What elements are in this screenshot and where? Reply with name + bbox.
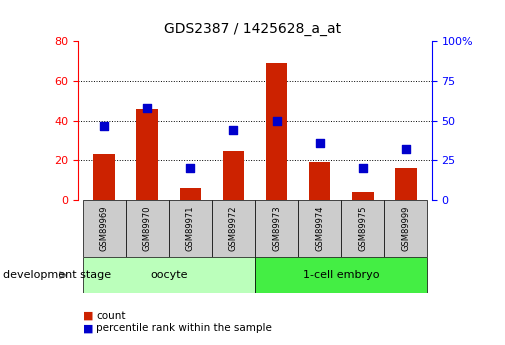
- Bar: [136, 109, 158, 200]
- Bar: [169, 200, 212, 257]
- Text: GSM89972: GSM89972: [229, 206, 238, 251]
- Text: GSM89999: GSM89999: [401, 206, 411, 251]
- Text: percentile rank within the sample: percentile rank within the sample: [96, 324, 272, 333]
- Bar: [212, 200, 255, 257]
- Text: GSM89975: GSM89975: [359, 206, 367, 251]
- Bar: [266, 63, 287, 200]
- Point: [100, 123, 108, 128]
- Bar: [395, 168, 417, 200]
- Bar: [83, 200, 126, 257]
- Point: [143, 105, 152, 111]
- Text: ■: ■: [83, 311, 94, 321]
- Bar: [223, 150, 244, 200]
- Bar: [341, 200, 384, 257]
- Text: 1-cell embryo: 1-cell embryo: [303, 270, 379, 280]
- Text: development stage: development stage: [3, 270, 111, 280]
- Text: GSM89970: GSM89970: [143, 206, 152, 251]
- Point: [316, 140, 324, 146]
- Bar: [298, 200, 341, 257]
- Bar: [255, 200, 298, 257]
- Bar: [93, 155, 115, 200]
- Bar: [309, 162, 330, 200]
- Bar: [352, 192, 374, 200]
- Bar: [83, 257, 255, 293]
- Text: GSM89973: GSM89973: [272, 206, 281, 252]
- Bar: [384, 200, 427, 257]
- Text: GSM89969: GSM89969: [99, 206, 109, 251]
- Text: GSM89974: GSM89974: [315, 206, 324, 251]
- Bar: [126, 200, 169, 257]
- Bar: [180, 188, 201, 200]
- Point: [186, 166, 194, 171]
- Point: [229, 128, 237, 133]
- Text: GDS2387 / 1425628_a_at: GDS2387 / 1425628_a_at: [164, 22, 341, 37]
- Text: GSM89971: GSM89971: [186, 206, 195, 251]
- Point: [359, 166, 367, 171]
- Text: oocyte: oocyte: [150, 270, 187, 280]
- Bar: [255, 257, 427, 293]
- Point: [273, 118, 281, 124]
- Point: [402, 147, 410, 152]
- Text: count: count: [96, 311, 125, 321]
- Text: ■: ■: [83, 324, 94, 333]
